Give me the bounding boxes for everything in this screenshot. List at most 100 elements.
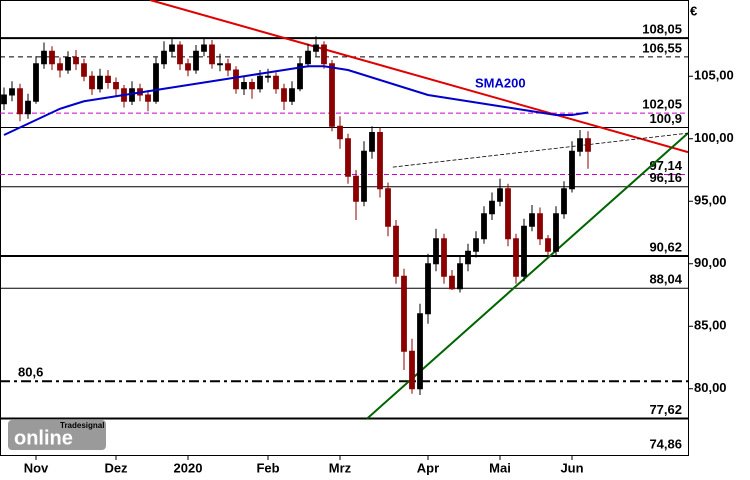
level-label: 108,05 (642, 22, 682, 37)
x-tick-label: Jun (560, 460, 583, 475)
level-label: 88,04 (649, 272, 682, 287)
level-label: 74,86 (649, 436, 682, 451)
x-tick-label: Dez (104, 460, 128, 475)
candle-body (281, 88, 287, 102)
candle-body (241, 82, 247, 90)
candle-body (321, 44, 327, 65)
candle-body (513, 238, 519, 277)
candle-body (561, 188, 567, 215)
candle-body (233, 69, 239, 90)
candle-body (9, 88, 15, 96)
candle-body (353, 175, 359, 202)
candle-body (113, 82, 119, 90)
candle-body (505, 188, 511, 240)
candle-body (577, 138, 583, 152)
candle-body (201, 44, 207, 52)
level-label: 100,9 (649, 111, 682, 126)
candle-body (57, 63, 63, 71)
candle-body (417, 313, 423, 390)
candle-body (529, 213, 535, 227)
plot-frame (0, 0, 689, 456)
candle-body (441, 238, 447, 277)
candle-body (481, 213, 487, 240)
logo-small: Tradesignal (60, 421, 104, 430)
candle-body (313, 44, 319, 52)
candle-body (489, 200, 495, 215)
candle-body (1, 94, 7, 105)
annotation: SMA200 (475, 75, 526, 90)
candle-body (585, 138, 591, 152)
candle-body (473, 238, 479, 252)
x-tick-label: Mrz (329, 460, 352, 475)
candle-body (65, 57, 71, 71)
trendline (149, 0, 689, 154)
candle-body (249, 82, 255, 90)
y-tick-label: 100,00 (694, 130, 734, 145)
candle-body (193, 50, 199, 71)
candle-body (73, 57, 79, 65)
candle-body (297, 63, 303, 90)
candle-body (337, 125, 343, 140)
candle-body (401, 275, 407, 352)
candle-body (177, 44, 183, 65)
candle-body (553, 213, 559, 252)
x-tick-label: Feb (256, 460, 279, 475)
level-label: 80,6 (18, 365, 43, 380)
candle-body (377, 132, 383, 190)
candle-body (329, 63, 335, 127)
candle-body (209, 44, 215, 65)
candle-body (145, 94, 151, 102)
candle-body (81, 63, 87, 77)
candle-body (345, 138, 351, 177)
candle-body (265, 75, 271, 78)
candle-body (169, 44, 175, 52)
level-label: 97,14 (649, 158, 682, 173)
x-tick-label: Apr (417, 460, 439, 475)
candle-body (153, 63, 159, 102)
candle-body (257, 75, 263, 90)
candle-body (25, 100, 31, 115)
y-tick-label: 105,00 (694, 68, 734, 83)
logo-text: online (14, 427, 73, 449)
trendline (392, 132, 689, 168)
candle-body (289, 88, 295, 102)
y-tick-label: 80,00 (694, 380, 727, 395)
level-label: 90,62 (649, 239, 682, 254)
candle-body (97, 75, 103, 90)
candle-body (225, 63, 231, 71)
candle-body (41, 50, 47, 65)
y-tick-label: 95,00 (694, 193, 727, 208)
candle-body (497, 188, 503, 202)
candle-body (105, 75, 111, 83)
candle-body (425, 263, 431, 315)
level-label: 106,55 (642, 40, 682, 55)
y-tick-label: 90,00 (694, 255, 727, 270)
candle-body (305, 50, 311, 65)
candle-body (393, 225, 399, 277)
candle-body (273, 75, 279, 90)
candle-body (537, 213, 543, 240)
x-tick-label: Mai (489, 460, 511, 475)
candle-body (385, 188, 391, 227)
x-tick-label: Nov (24, 460, 49, 475)
candle-body (369, 132, 375, 152)
candle-body (89, 75, 95, 90)
level-label: 102,05 (642, 97, 682, 112)
sma-line (3, 65, 589, 136)
candle-body (409, 350, 415, 390)
candle-body (465, 250, 471, 265)
level-label: 77,62 (649, 402, 682, 417)
logo: Tradesignal online (8, 420, 106, 450)
currency-label: € (690, 3, 697, 18)
candle-body (521, 225, 527, 277)
x-tick-label: 2020 (174, 460, 203, 475)
candle-body (33, 63, 39, 102)
candle-body (449, 275, 455, 290)
candle-body (361, 150, 367, 202)
candle-body (49, 50, 55, 65)
candle-body (217, 63, 223, 66)
candle-body (433, 238, 439, 265)
candle-body (569, 150, 575, 190)
level-label: 96,16 (649, 170, 682, 185)
